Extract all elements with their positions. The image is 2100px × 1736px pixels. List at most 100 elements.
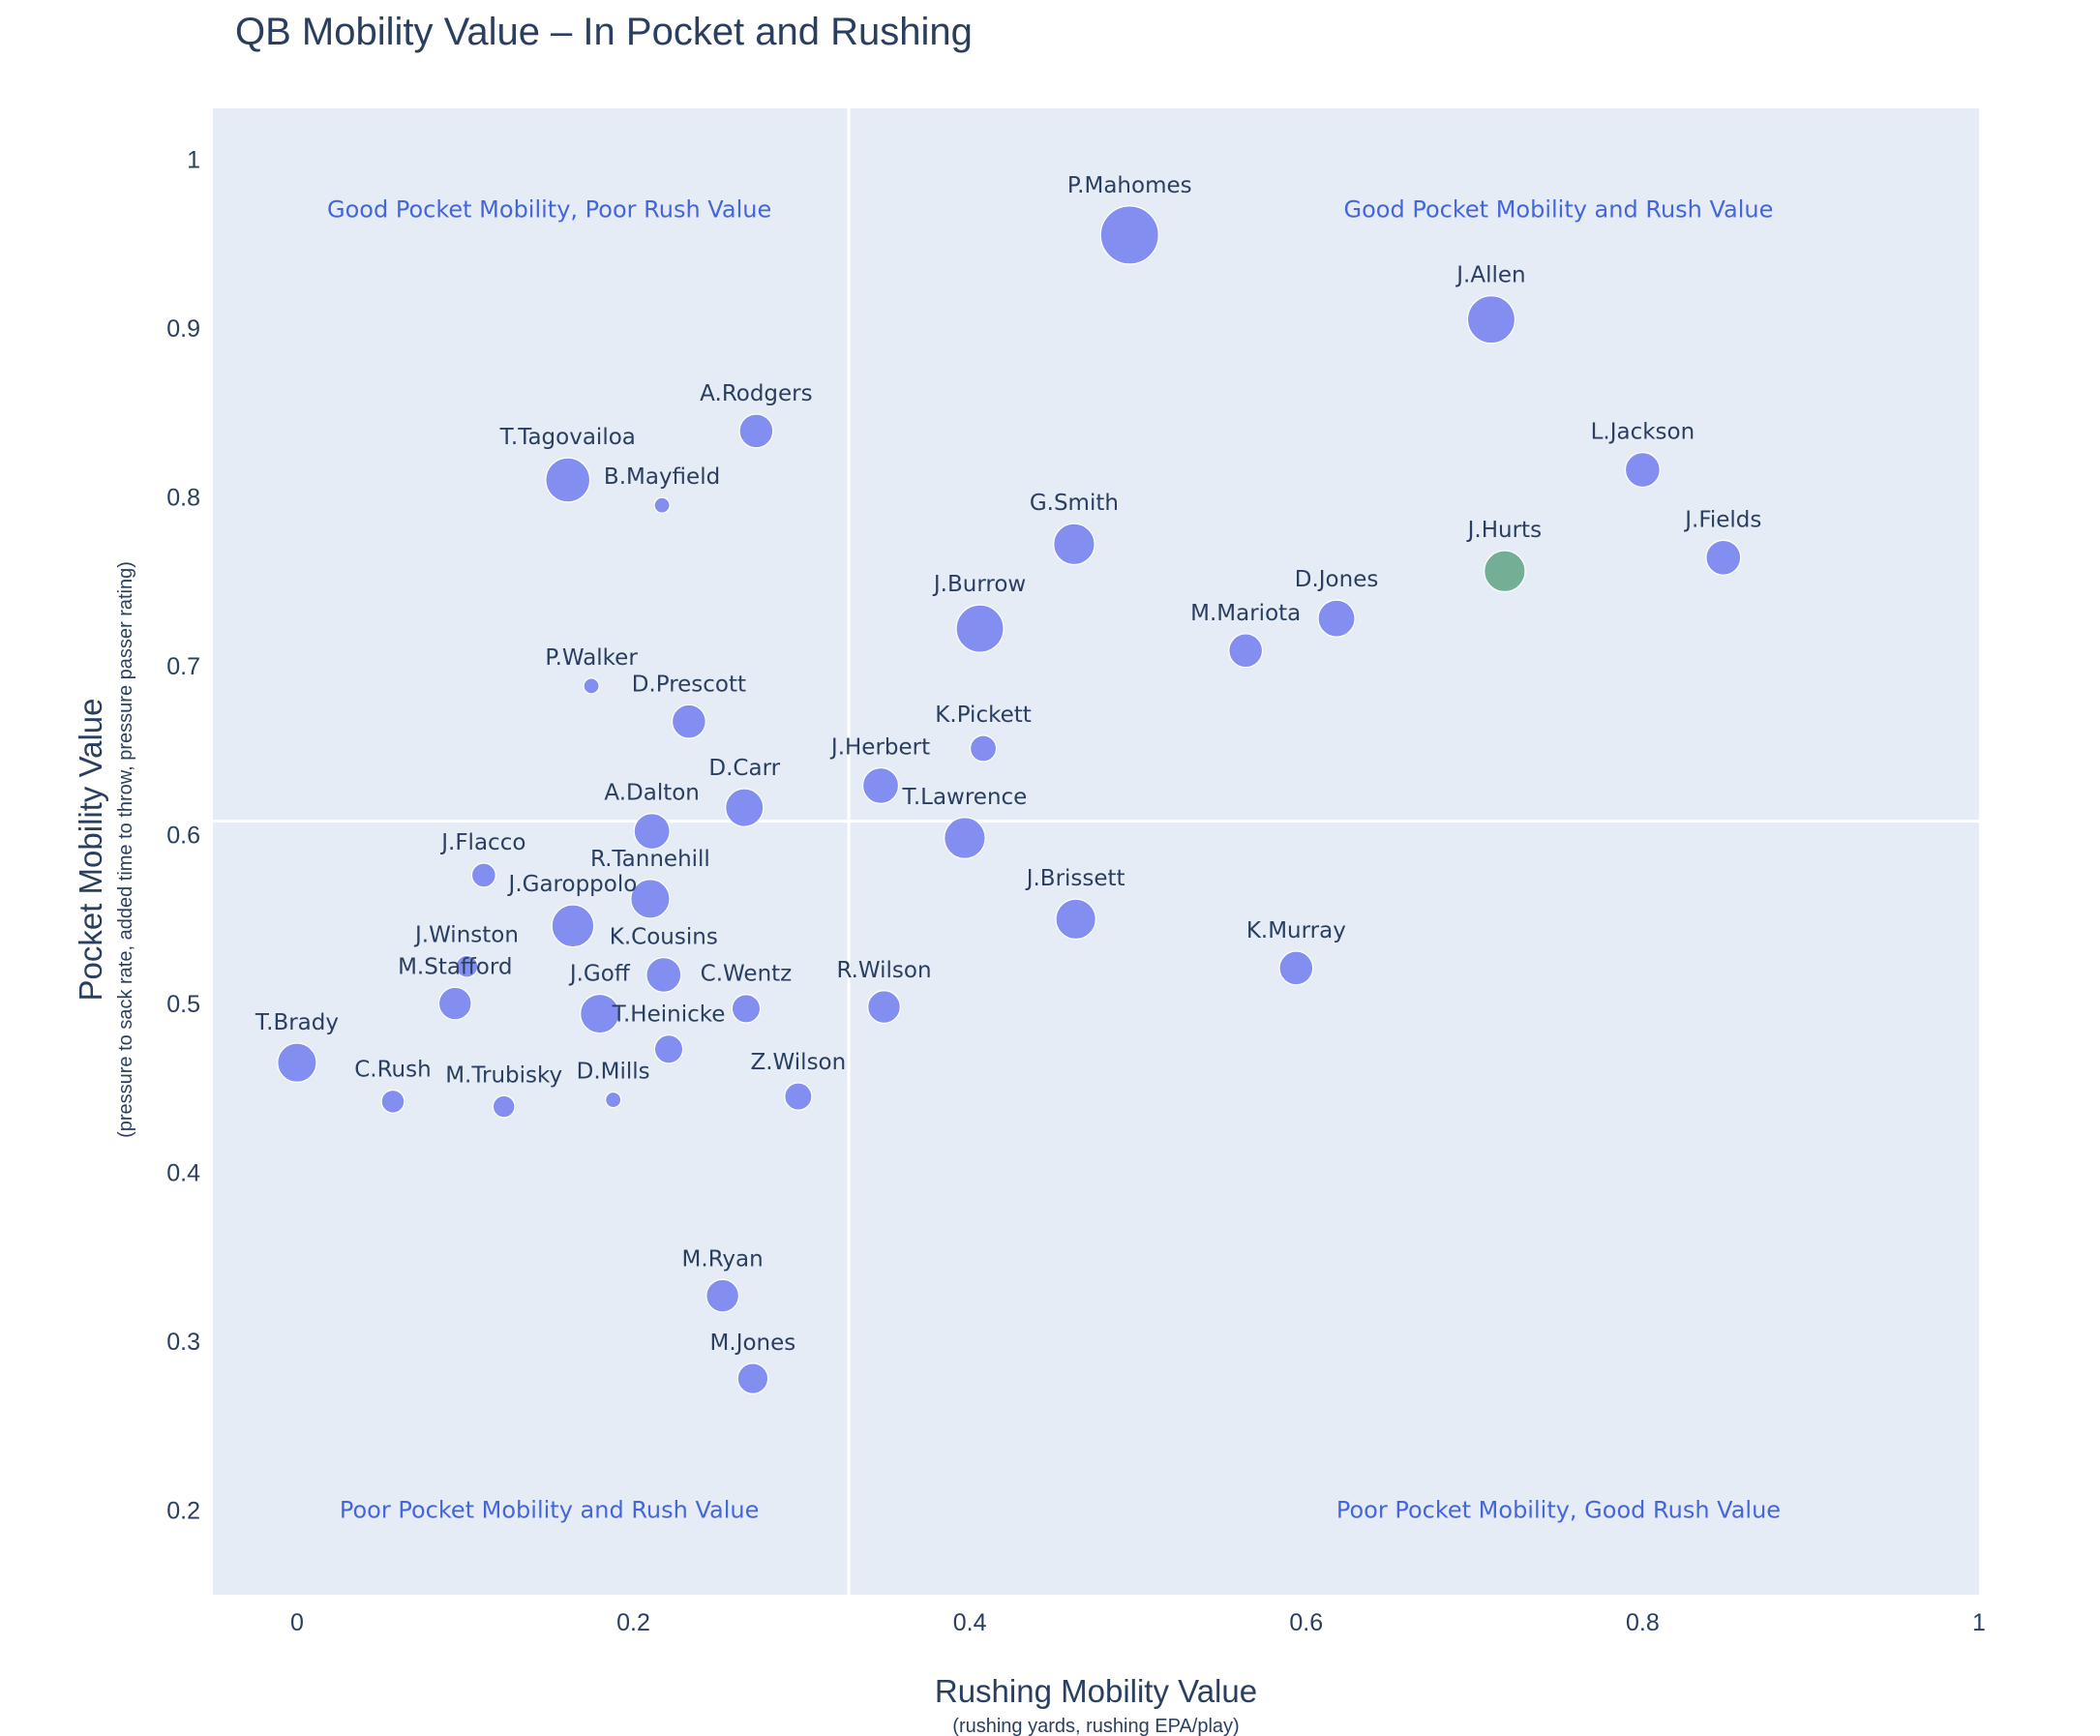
point-label: D.Jones: [1295, 567, 1379, 592]
point-label: K.Pickett: [935, 703, 1031, 728]
x-axis-ticks: 0 0.2 0.4 0.6 0.8 1: [290, 1609, 1986, 1636]
x-axis-title: Rushing Mobility Value: [935, 1673, 1257, 1709]
data-point: [1484, 550, 1526, 593]
point-label: J.Hurts: [1466, 518, 1542, 543]
data-point: [861, 766, 900, 804]
quadrant-label: Poor Pocket Mobility, Good Rush Value: [1336, 1497, 1781, 1524]
data-point: [455, 954, 479, 978]
data-point: [784, 1082, 813, 1111]
point-label: M.Mariota: [1190, 601, 1301, 626]
point-label: T.Lawrence: [902, 785, 1028, 810]
y-tick-label: 0.3: [166, 1329, 200, 1356]
plot-area: [213, 108, 1979, 1595]
point-label: T.Brady: [255, 1010, 339, 1035]
data-point: [1053, 523, 1095, 566]
x-tick-label: 0.4: [953, 1609, 987, 1636]
point-label: C.Rush: [354, 1057, 431, 1082]
x-tick-label: 0.8: [1626, 1609, 1660, 1636]
data-point: [969, 734, 998, 763]
data-point: [277, 1042, 317, 1083]
data-point: [671, 703, 706, 739]
point-label: P.Mahomes: [1067, 173, 1192, 198]
data-point: [944, 817, 986, 859]
point-label: B.Mayfield: [604, 464, 720, 490]
point-labels: P.Mahomes J.Allen L.Jackson J.Fields J.Hurts…: [255, 173, 1762, 1356]
data-point: [1099, 205, 1159, 265]
data-point: [653, 1034, 684, 1064]
data-point: [1055, 898, 1096, 941]
data-point: [437, 986, 472, 1021]
point-label: C.Wentz: [701, 962, 793, 987]
point-label: K.Cousins: [610, 925, 718, 950]
point-label: J.Goff: [568, 961, 631, 986]
y-tick-label: 0.5: [166, 991, 200, 1018]
quadrant-dividers: [213, 108, 1979, 1595]
data-point: [470, 862, 496, 888]
x-axis-subtitle: (rushing yards, rushing EPA/play): [952, 1716, 1239, 1736]
point-label: D.Mills: [577, 1060, 650, 1085]
x-tick-label: 0.6: [1289, 1609, 1323, 1636]
point-label: R.Tannehill: [590, 847, 710, 872]
data-point: [955, 604, 1005, 653]
data-point: [605, 1091, 622, 1109]
point-label: T.Tagovailoa: [499, 425, 636, 450]
point-label: M.Jones: [710, 1331, 796, 1356]
y-axis-subtitle: (pressure to sack rate, added time to th…: [115, 561, 136, 1138]
data-point: [545, 457, 591, 503]
point-label: K.Murray: [1246, 918, 1346, 943]
point-label: Z.Wilson: [750, 1050, 846, 1075]
point-label: J.Burrow: [932, 572, 1026, 597]
point-label: L.Jackson: [1591, 420, 1695, 445]
data-point: [1624, 452, 1661, 489]
data-point: [1705, 539, 1742, 576]
data-point: [580, 993, 620, 1034]
point-label: J.Allen: [1455, 263, 1525, 288]
data-point: [583, 677, 600, 695]
point-label: J.Fields: [1683, 507, 1761, 532]
data-point: [736, 1362, 769, 1394]
data-point: [1317, 599, 1356, 638]
quadrant-label: Poor Pocket Mobility and Rush Value: [340, 1497, 760, 1524]
point-label: T.Heinicke: [612, 1003, 726, 1028]
y-tick-label: 0.6: [166, 823, 200, 850]
y-tick-label: 0.2: [166, 1498, 200, 1525]
data-point: [380, 1089, 405, 1114]
quadrant-labels: Good Pocket Mobility, Poor Rush Value Goo…: [327, 196, 1781, 1524]
data-point: [705, 1278, 740, 1313]
point-label: J.Garoppolo: [507, 872, 638, 897]
quadrant-label: Good Pocket Mobility and Rush Value: [1344, 196, 1774, 224]
point-label: G.Smith: [1030, 491, 1119, 516]
quadrant-label: Good Pocket Mobility, Poor Rush Value: [327, 196, 771, 224]
point-label: D.Prescott: [632, 672, 746, 697]
point-label: J.Brissett: [1025, 866, 1125, 891]
point-label: J.Winston: [413, 922, 519, 947]
point-label: J.Herbert: [829, 734, 930, 760]
point-label: M.Trubisky: [445, 1063, 562, 1088]
data-point: [725, 788, 765, 827]
y-tick-label: 0.4: [166, 1160, 200, 1187]
y-tick-label: 0.9: [166, 315, 200, 343]
y-tick-label: 1: [187, 146, 200, 173]
data-point: [738, 413, 774, 449]
chart-title: QB Mobility Value – In Pocket and Rushin…: [235, 11, 973, 53]
y-tick-label: 0.7: [166, 653, 200, 680]
y-axis-title: Pocket Mobility Value: [73, 698, 108, 1001]
point-label: J.Flacco: [439, 830, 525, 855]
x-tick-label: 0.2: [616, 1609, 650, 1636]
point-label: M.Ryan: [682, 1246, 764, 1272]
data-point: [633, 813, 671, 851]
data-point: [492, 1094, 516, 1119]
data-point: [1466, 295, 1516, 344]
x-tick-label: 0: [290, 1609, 304, 1636]
point-label: A.Dalton: [604, 781, 700, 806]
data-point: [731, 994, 762, 1024]
data-points: [277, 205, 1742, 1394]
data-point: [1278, 950, 1314, 986]
point-label: R.Wilson: [836, 958, 931, 983]
y-tick-label: 0.8: [166, 484, 200, 511]
point-label: D.Carr: [708, 756, 780, 781]
data-point: [867, 990, 901, 1024]
data-point: [551, 904, 595, 948]
point-label: P.Walker: [545, 645, 638, 671]
